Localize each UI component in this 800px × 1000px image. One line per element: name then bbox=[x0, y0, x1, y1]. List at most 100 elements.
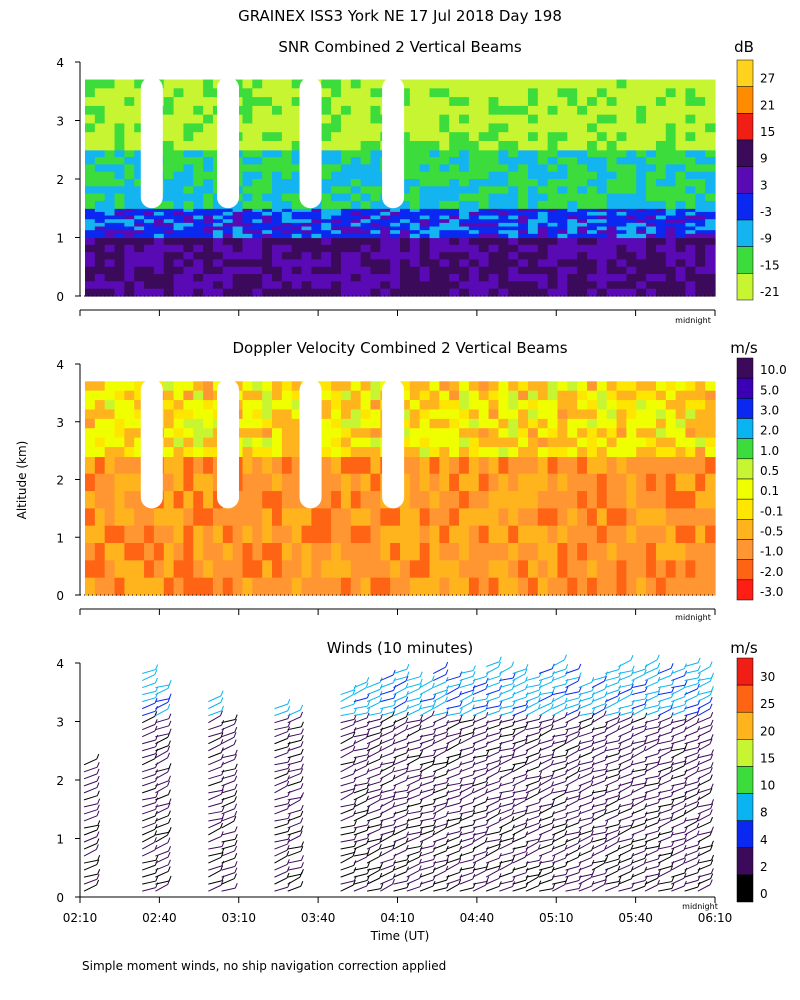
heatmap-cell bbox=[468, 400, 480, 411]
heatmap-cell bbox=[587, 237, 598, 246]
heatmap-cell bbox=[646, 114, 657, 125]
wind-barb bbox=[552, 829, 566, 836]
wind-barb bbox=[591, 831, 606, 836]
heatmap-cell bbox=[459, 525, 470, 544]
wind-barb-flag bbox=[168, 775, 171, 781]
heatmap-cell bbox=[193, 409, 204, 420]
heatmap-cell bbox=[173, 456, 185, 475]
heatmap-cell bbox=[124, 97, 135, 107]
heatmap-cell bbox=[616, 400, 628, 411]
wind-barb bbox=[274, 849, 288, 857]
wind-barb bbox=[499, 808, 513, 815]
heatmap-cell bbox=[429, 447, 440, 457]
heatmap-cell bbox=[212, 244, 224, 253]
wind-barb bbox=[274, 726, 289, 731]
heatmap-cell bbox=[173, 274, 185, 282]
heatmap-cell bbox=[498, 140, 509, 151]
heatmap-cell bbox=[675, 230, 687, 235]
heatmap-cell bbox=[370, 226, 381, 231]
heatmap-cell bbox=[252, 132, 263, 142]
heatmap-cell bbox=[350, 208, 362, 213]
heatmap-cell bbox=[163, 456, 175, 475]
wind-barb-flag bbox=[300, 855, 304, 861]
heatmap-cell bbox=[537, 447, 549, 457]
wind-barb-flag bbox=[379, 697, 383, 703]
wind-barb bbox=[155, 831, 170, 836]
heatmap-cell bbox=[114, 274, 125, 282]
wind-barb-flag bbox=[378, 844, 382, 850]
wind-barb-flag bbox=[604, 844, 608, 851]
heatmap-cell bbox=[94, 164, 106, 173]
heatmap-cell bbox=[321, 577, 332, 596]
heatmap-cell bbox=[459, 211, 470, 217]
heatmap-cell bbox=[203, 390, 214, 401]
heatmap-cell bbox=[400, 428, 411, 439]
heatmap-cell bbox=[183, 473, 194, 492]
wind-barb-flag bbox=[432, 860, 436, 867]
colorbar-swatch bbox=[736, 539, 754, 560]
heatmap-cell bbox=[498, 88, 509, 98]
wind-barb bbox=[591, 780, 606, 787]
heatmap-cell bbox=[134, 577, 145, 596]
heatmap-cell bbox=[459, 88, 470, 98]
wind-barb bbox=[618, 758, 632, 766]
wind-barb bbox=[221, 774, 236, 780]
heatmap-cell bbox=[508, 428, 519, 439]
heatmap-cell bbox=[94, 437, 106, 448]
wind-barb-flag bbox=[300, 817, 304, 823]
wind-barb bbox=[552, 708, 565, 717]
heatmap-cell bbox=[537, 508, 549, 527]
heatmap-cell bbox=[636, 244, 647, 253]
heatmap-cell bbox=[291, 281, 303, 290]
heatmap-cell bbox=[626, 149, 637, 158]
wind-barb bbox=[565, 697, 580, 703]
wind-barb-flag bbox=[538, 782, 542, 788]
heatmap-cell bbox=[468, 288, 480, 297]
heatmap-cell bbox=[272, 171, 283, 180]
wind-barb-flag bbox=[539, 771, 543, 777]
wind-barb bbox=[366, 842, 380, 850]
heatmap-cell bbox=[291, 79, 303, 89]
heatmap-cell bbox=[527, 543, 539, 561]
heatmap-cell bbox=[222, 560, 234, 579]
heatmap-cell bbox=[281, 233, 293, 239]
heatmap-cell bbox=[449, 390, 460, 401]
heatmap-cell bbox=[350, 164, 362, 173]
wind-barb bbox=[208, 737, 222, 745]
wind-barb-flag bbox=[617, 830, 621, 837]
heatmap-cell bbox=[183, 200, 194, 209]
heatmap-cell bbox=[606, 543, 618, 561]
heatmap-cell bbox=[114, 409, 125, 420]
heatmap-cell bbox=[242, 400, 253, 411]
heatmap-cell bbox=[193, 208, 204, 213]
wind-barb bbox=[578, 857, 592, 864]
wind-barb bbox=[525, 786, 539, 794]
heatmap-cell bbox=[606, 193, 618, 202]
heatmap-cell bbox=[675, 164, 687, 173]
heatmap-cell bbox=[400, 560, 411, 579]
heatmap-cell bbox=[350, 88, 362, 98]
heatmap-cell bbox=[547, 409, 559, 420]
wind-barb-flag bbox=[167, 703, 171, 710]
heatmap-cell bbox=[567, 381, 578, 392]
heatmap-cell bbox=[557, 219, 568, 224]
heatmap-cell bbox=[459, 560, 470, 579]
heatmap-cell bbox=[183, 132, 194, 142]
wind-barb bbox=[340, 871, 354, 878]
heatmap-cell bbox=[626, 428, 637, 439]
wind-barb-flag bbox=[446, 874, 450, 881]
heatmap-cell bbox=[488, 447, 500, 457]
heatmap-cell bbox=[262, 409, 273, 420]
wind-barb bbox=[578, 751, 592, 759]
heatmap-cell bbox=[281, 215, 293, 220]
wind-barb bbox=[393, 716, 407, 724]
heatmap-cell bbox=[94, 88, 106, 98]
heatmap-cell bbox=[577, 105, 588, 116]
heatmap-cell bbox=[281, 252, 293, 261]
wind-barb bbox=[208, 852, 223, 857]
heatmap-cell bbox=[203, 164, 214, 173]
wind-barb bbox=[221, 719, 236, 724]
heatmap-cell bbox=[636, 149, 647, 158]
heatmap-cell bbox=[212, 560, 224, 579]
